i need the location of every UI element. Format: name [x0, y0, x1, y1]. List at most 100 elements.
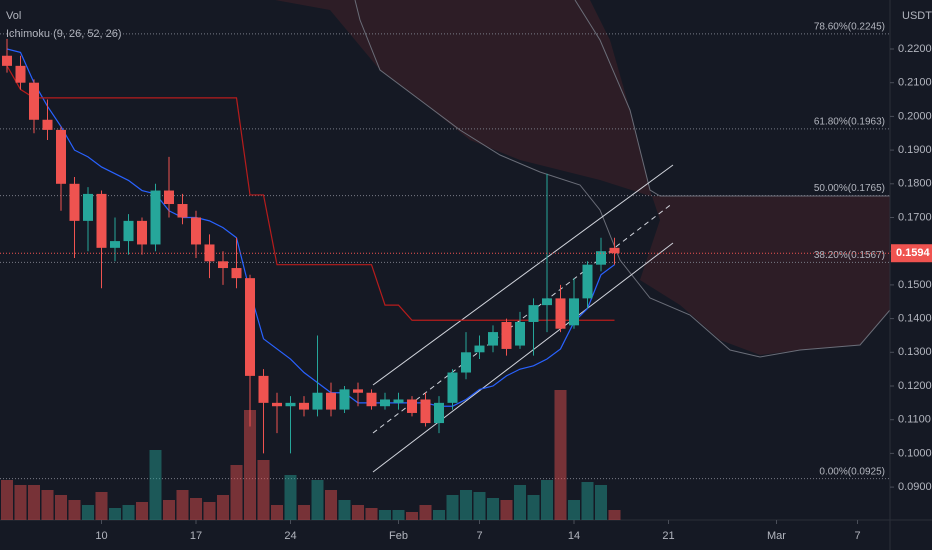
- y-tick-label: 0.1100: [898, 414, 931, 426]
- candle-body: [447, 372, 458, 403]
- volume-bar: [109, 508, 121, 520]
- volume-bar: [352, 505, 364, 520]
- y-tick-label: 0.2000: [898, 110, 932, 122]
- candle-body: [110, 241, 120, 248]
- volume-bar: [527, 495, 540, 520]
- volume-bar: [163, 500, 175, 520]
- volume-bar: [581, 482, 594, 520]
- volume-bar: [284, 475, 297, 520]
- y-tick-label: 0.0900: [898, 481, 932, 493]
- candle-body: [609, 247, 620, 254]
- candle-body: [15, 65, 26, 83]
- candle-body: [285, 402, 296, 407]
- volume-bar: [473, 492, 486, 520]
- volume-bar: [41, 490, 54, 520]
- y-tick-label: 0.1800: [898, 178, 932, 190]
- volume-bar: [95, 492, 108, 520]
- volume-bar: [298, 505, 310, 520]
- x-tick-label: 14: [568, 530, 580, 542]
- volume-bar: [338, 500, 351, 520]
- kijun-line: [6, 65, 615, 321]
- y-tick-label: 0.2100: [898, 77, 932, 89]
- volume-bar: [176, 490, 189, 520]
- candle-body: [150, 190, 161, 245]
- candle-body: [353, 389, 363, 393]
- y-tick-label: 0.1200: [898, 380, 932, 392]
- candle-body: [582, 264, 593, 299]
- candle-body: [29, 82, 39, 120]
- candle-body: [245, 278, 255, 376]
- candle-body: [339, 389, 350, 410]
- fib-label: 50.00%(0.1765): [814, 183, 885, 194]
- volume-bar: [568, 500, 580, 520]
- candle-body: [596, 251, 606, 265]
- channel-upper: [372, 164, 674, 386]
- tenkan-line: [6, 48, 615, 407]
- volume-bar: [203, 502, 216, 520]
- fib-label: 38.20%(0.1567): [814, 250, 885, 261]
- volume-bar: [230, 465, 243, 520]
- candle-body: [501, 321, 512, 349]
- candle-body: [96, 193, 107, 248]
- candle-body: [204, 244, 215, 262]
- y-tick-label: 0.1400: [898, 313, 932, 325]
- candle-body: [528, 305, 539, 322]
- volume-bar: [1, 480, 13, 520]
- last-price-label: 0.1594: [896, 247, 931, 259]
- volume-bar: [68, 500, 81, 520]
- x-tick-label: 24: [284, 530, 296, 542]
- candle-body: [164, 190, 174, 205]
- fib-label: 0.00%(0.0925): [819, 466, 885, 477]
- volume-bar: [541, 480, 553, 520]
- volume-bar: [379, 510, 391, 520]
- candle-body: [137, 220, 147, 245]
- volume-bar: [28, 485, 40, 520]
- candle-body: [380, 399, 390, 407]
- y-tick-label: 0.1900: [898, 144, 932, 156]
- candle-body: [569, 298, 579, 326]
- x-tick-label: Feb: [389, 530, 408, 542]
- candle-body: [69, 183, 80, 221]
- volume-bar: [595, 485, 607, 520]
- volume-bar: [365, 508, 378, 520]
- volume-bar: [433, 510, 445, 520]
- candle-body: [299, 402, 309, 410]
- currency-label: USDT: [902, 10, 932, 22]
- volume-bar: [190, 498, 202, 520]
- volume-bar: [14, 485, 27, 520]
- volume-bar: [122, 505, 135, 520]
- candle-body: [366, 392, 377, 407]
- volume-bar: [271, 505, 283, 520]
- x-tick-label: 7: [854, 530, 860, 542]
- volume-bar: [446, 495, 459, 520]
- x-tick-label: 17: [190, 530, 202, 542]
- volume-bar: [257, 460, 270, 520]
- candle-body: [123, 220, 134, 242]
- y-tick-label: 0.1500: [898, 279, 932, 291]
- y-tick-label: 0.1000: [898, 447, 932, 459]
- candle-body: [218, 261, 228, 269]
- candle-body: [488, 332, 498, 346]
- volume-bar: [217, 495, 229, 520]
- candle-body: [542, 298, 552, 306]
- candle-body: [474, 345, 485, 353]
- legend-vol: Vol: [6, 10, 21, 22]
- candle-body: [231, 268, 242, 279]
- candle-body: [407, 399, 417, 413]
- volume-bar: [500, 500, 513, 520]
- candle-body: [312, 392, 323, 410]
- candle-body: [393, 399, 404, 403]
- x-tick-label: Mar: [767, 530, 786, 542]
- candle-body: [515, 321, 525, 346]
- candle-body: [326, 392, 336, 410]
- y-tick-label: 0.1700: [898, 211, 932, 223]
- candle-body: [56, 129, 66, 184]
- candle-body: [258, 375, 269, 403]
- volume-bar: [487, 498, 499, 520]
- volume-bar: [311, 480, 324, 520]
- candle-body: [555, 298, 566, 329]
- volume-bar: [406, 512, 418, 520]
- volume-bar: [325, 490, 337, 520]
